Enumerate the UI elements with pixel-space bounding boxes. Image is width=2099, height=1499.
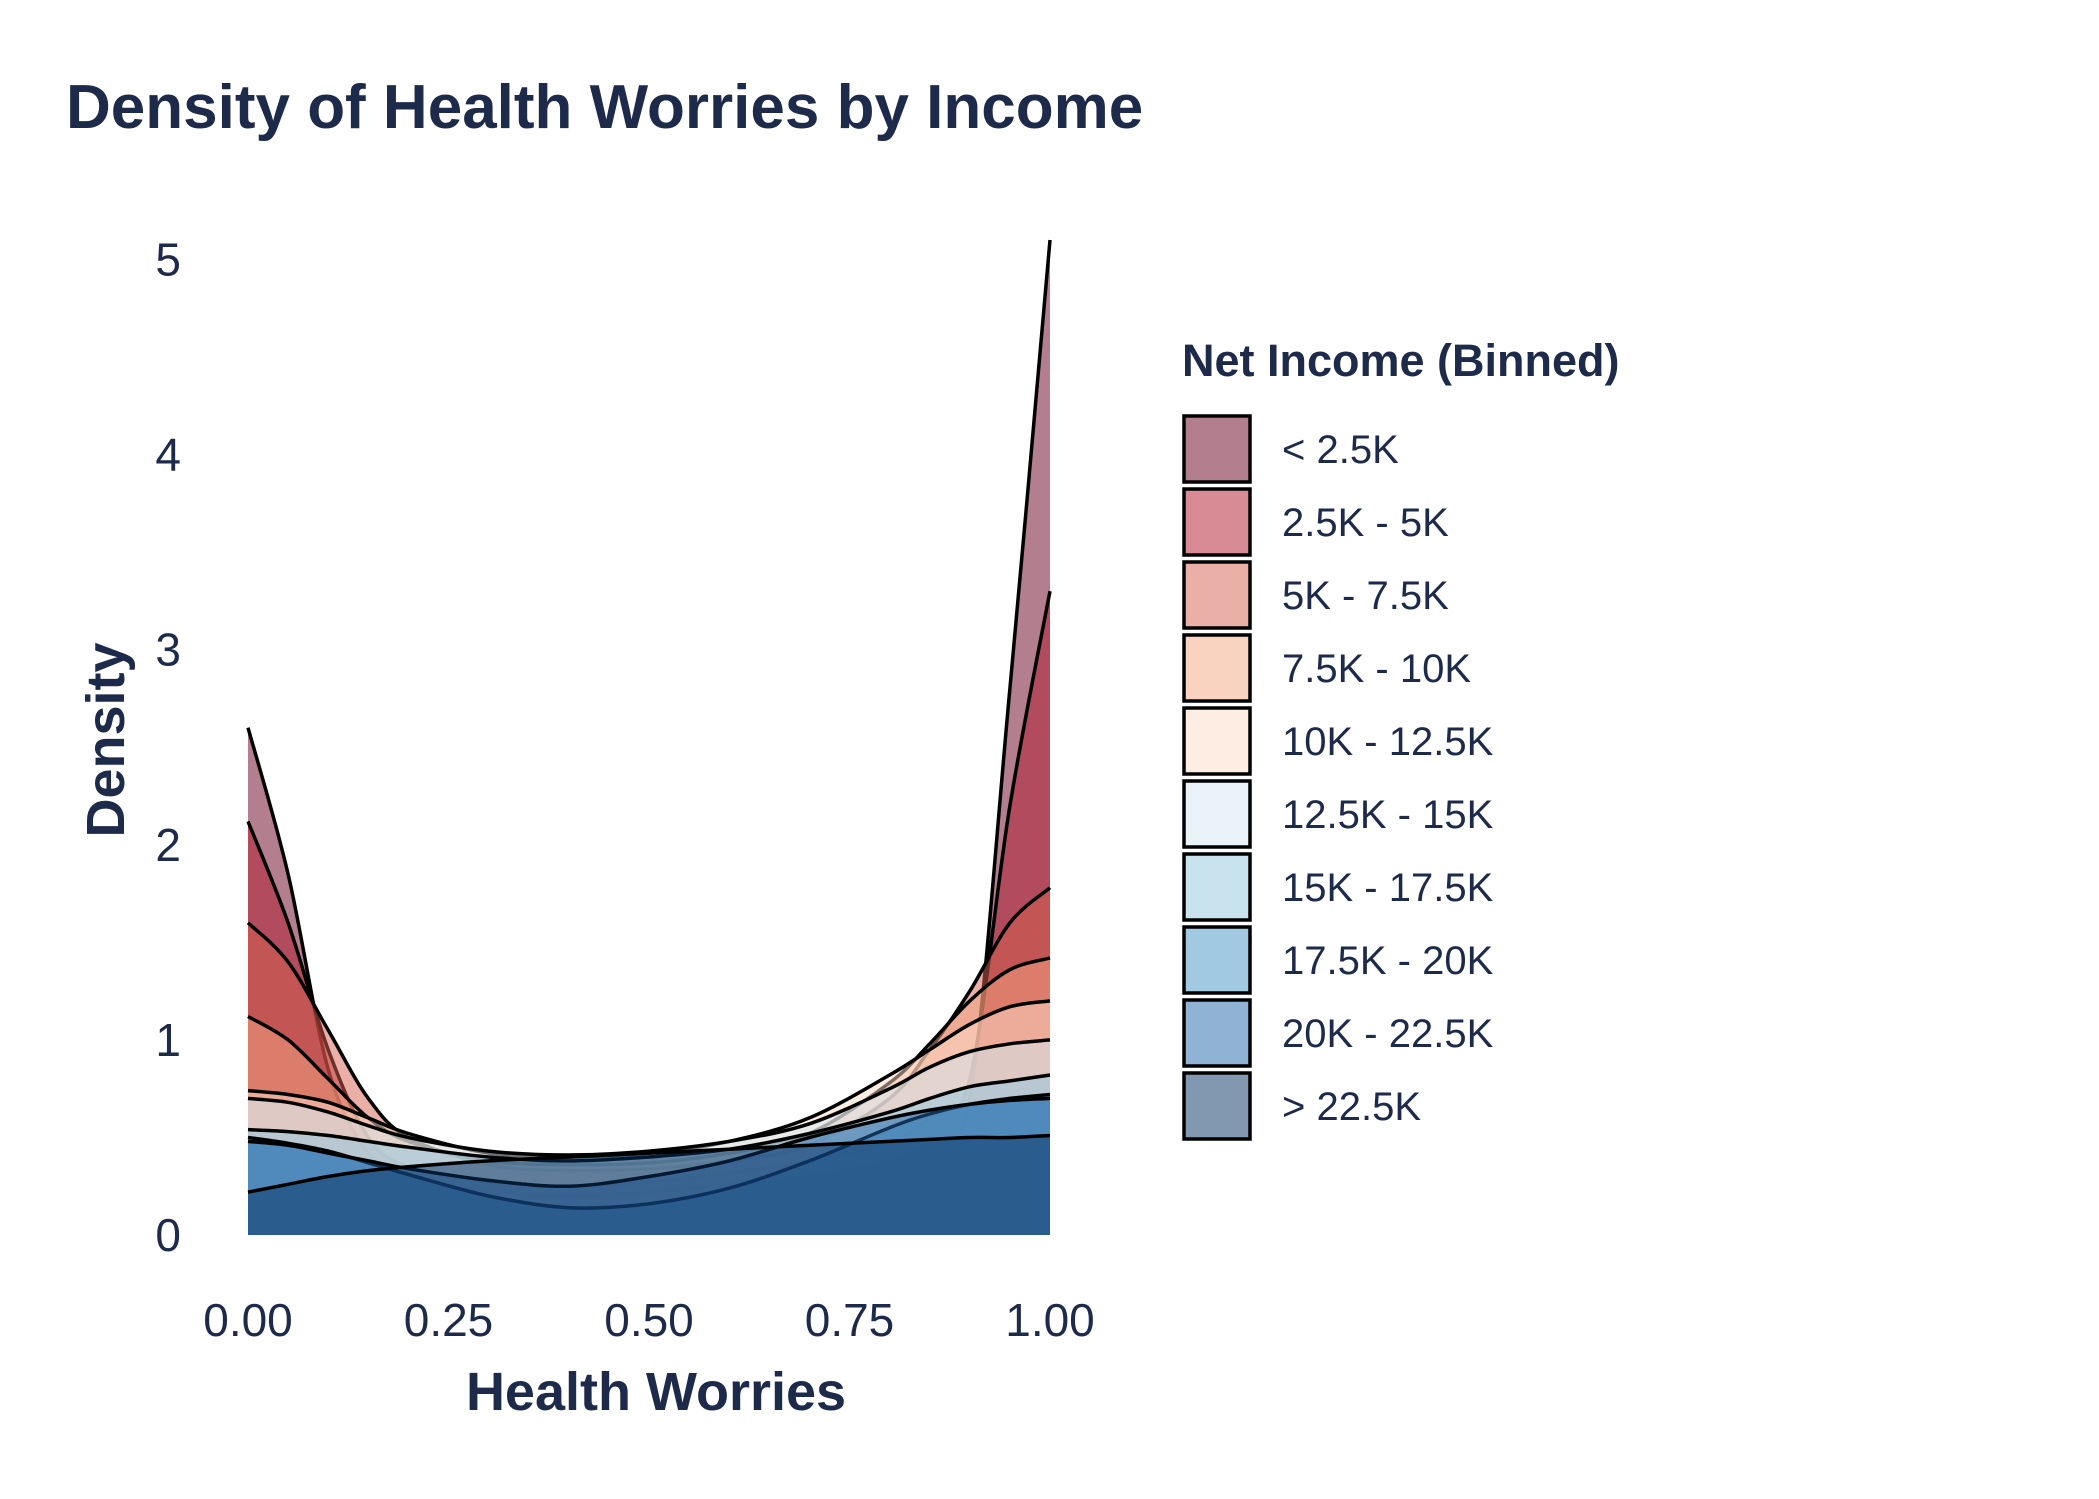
x-tick-label: 1.00	[1005, 1294, 1095, 1346]
legend-label: 20K - 22.5K	[1282, 1012, 1494, 1056]
y-tick-label: 2	[155, 819, 181, 871]
legend-label: 15K - 17.5K	[1282, 866, 1494, 910]
y-axis-ticks: 0 1 2 3 4 5	[155, 234, 181, 1261]
legend-key-8	[1182, 998, 1252, 1068]
legend: < 2.5K 2.5K - 5K 5K - 7.5K 7.5K - 10K 10K - …	[1182, 414, 1494, 1141]
legend-label: 5K - 7.5K	[1282, 574, 1449, 618]
y-tick-label: 4	[155, 429, 181, 481]
x-axis-title: Health Worries	[466, 1362, 846, 1422]
legend-key-9	[1182, 1071, 1252, 1141]
x-axis-ticks: 0.00 0.25 0.50 0.75 1.00	[203, 1294, 1095, 1346]
legend-key-1	[1182, 487, 1252, 557]
x-tick-label: 0.00	[203, 1294, 293, 1346]
y-tick-label: 1	[155, 1014, 181, 1066]
density-area-9	[248, 1135, 1050, 1235]
x-tick-label: 0.25	[404, 1294, 494, 1346]
legend-label: 7.5K - 10K	[1282, 647, 1471, 691]
chart-title: Density of Health Worries by Income	[66, 73, 1143, 142]
y-tick-label: 0	[155, 1209, 181, 1261]
legend-key-4	[1182, 706, 1252, 776]
plot-area	[246, 239, 1052, 1235]
legend-key-5	[1182, 779, 1252, 849]
legend-label: < 2.5K	[1282, 428, 1399, 472]
legend-title: Net Income (Binned)	[1182, 335, 1620, 386]
density-line-5	[247, 1038, 1051, 1157]
legend-label: 2.5K - 5K	[1282, 501, 1449, 545]
density-line-9	[247, 1133, 1051, 1194]
y-tick-label: 3	[155, 624, 181, 676]
legend-label: 12.5K - 15K	[1282, 793, 1494, 837]
legend-key-7	[1182, 925, 1252, 995]
x-tick-label: 0.75	[805, 1294, 895, 1346]
legend-key-2	[1182, 560, 1252, 630]
legend-label: > 22.5K	[1282, 1085, 1421, 1129]
x-tick-label: 0.50	[604, 1294, 694, 1346]
legend-label: 17.5K - 20K	[1282, 939, 1494, 983]
y-axis-title: Density	[76, 642, 136, 837]
legend-key-3	[1182, 633, 1252, 703]
y-tick-label: 5	[155, 234, 181, 286]
legend-key-0	[1182, 414, 1252, 484]
legend-label: 10K - 12.5K	[1282, 720, 1494, 764]
legend-key-6	[1182, 852, 1252, 922]
